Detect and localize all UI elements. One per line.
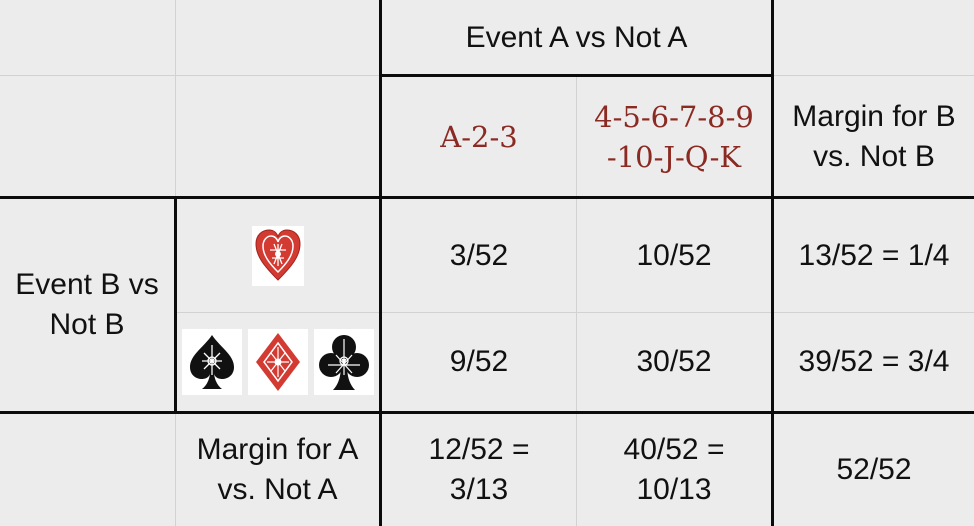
hearts-a-value: 3/52 — [449, 238, 509, 272]
event-a-header: Event A vs Not A — [465, 20, 688, 54]
other-suits-cell — [177, 313, 379, 411]
total-value: 52/52 — [836, 453, 912, 486]
margin-a-line2: vs. Not A — [217, 473, 338, 506]
grid-line-thick — [0, 196, 974, 199]
margin-b-line2: vs. Not B — [813, 140, 935, 173]
diamond-suit-icon — [248, 329, 308, 395]
others-margin-value: 39/52 = 3/4 — [798, 345, 950, 378]
hearts-not-a-value: 10/52 — [636, 238, 712, 272]
margin-not-a-value-line2: 10/13 — [636, 473, 712, 506]
grid-line — [576, 76, 577, 526]
grid-line — [175, 413, 176, 526]
event-b-line2: Not B — [49, 308, 125, 341]
column-not-a-line1: 4-5-6-7-8-9 — [594, 100, 754, 134]
column-a-123: A-2-3 — [440, 120, 518, 154]
margin-not-a-value: 40/52 = 10/13 — [577, 414, 771, 526]
others-not-a-value: 30/52 — [636, 345, 712, 378]
hearts-cell — [177, 199, 379, 312]
grid-line-thick — [0, 411, 974, 414]
grid-line — [0, 75, 380, 76]
heart-suit-icon — [252, 225, 304, 286]
grid-line — [176, 312, 974, 313]
grid-line-thick — [771, 0, 774, 526]
hearts-margin-value: 13/52 = 1/4 — [798, 238, 950, 272]
margin-a-line1: Margin for A — [196, 433, 359, 466]
grid-line-thick — [174, 197, 177, 413]
event-b-line1: Event B vs — [15, 268, 159, 301]
margin-not-a-value-line1: 40/52 = — [623, 433, 725, 466]
event-b-label: Event B vs Not B — [0, 199, 174, 411]
grid-line — [175, 0, 176, 197]
margin-a-value-line1: 12/52 = — [428, 433, 530, 466]
margin-a-value: 12/52 = 3/13 — [382, 414, 576, 526]
column-not-a: 4-5-6-7-8-9 -10-J-Q-K — [577, 77, 771, 197]
margin-a-label: Margin for A vs. Not A — [176, 414, 379, 526]
margin-a-value-line2: 3/13 — [449, 473, 509, 506]
grid-line — [773, 75, 974, 76]
grid-line-thick — [380, 74, 774, 77]
margin-b-line1: Margin for B — [792, 100, 956, 133]
column-not-a-line2: -10-J-Q-K — [606, 140, 742, 174]
spade-suit-icon — [182, 329, 242, 395]
club-suit-icon — [314, 329, 374, 395]
grid-line-thick — [379, 0, 382, 526]
others-a-value: 9/52 — [449, 345, 509, 378]
column-margin-b: Margin for B vs. Not B — [774, 77, 974, 197]
